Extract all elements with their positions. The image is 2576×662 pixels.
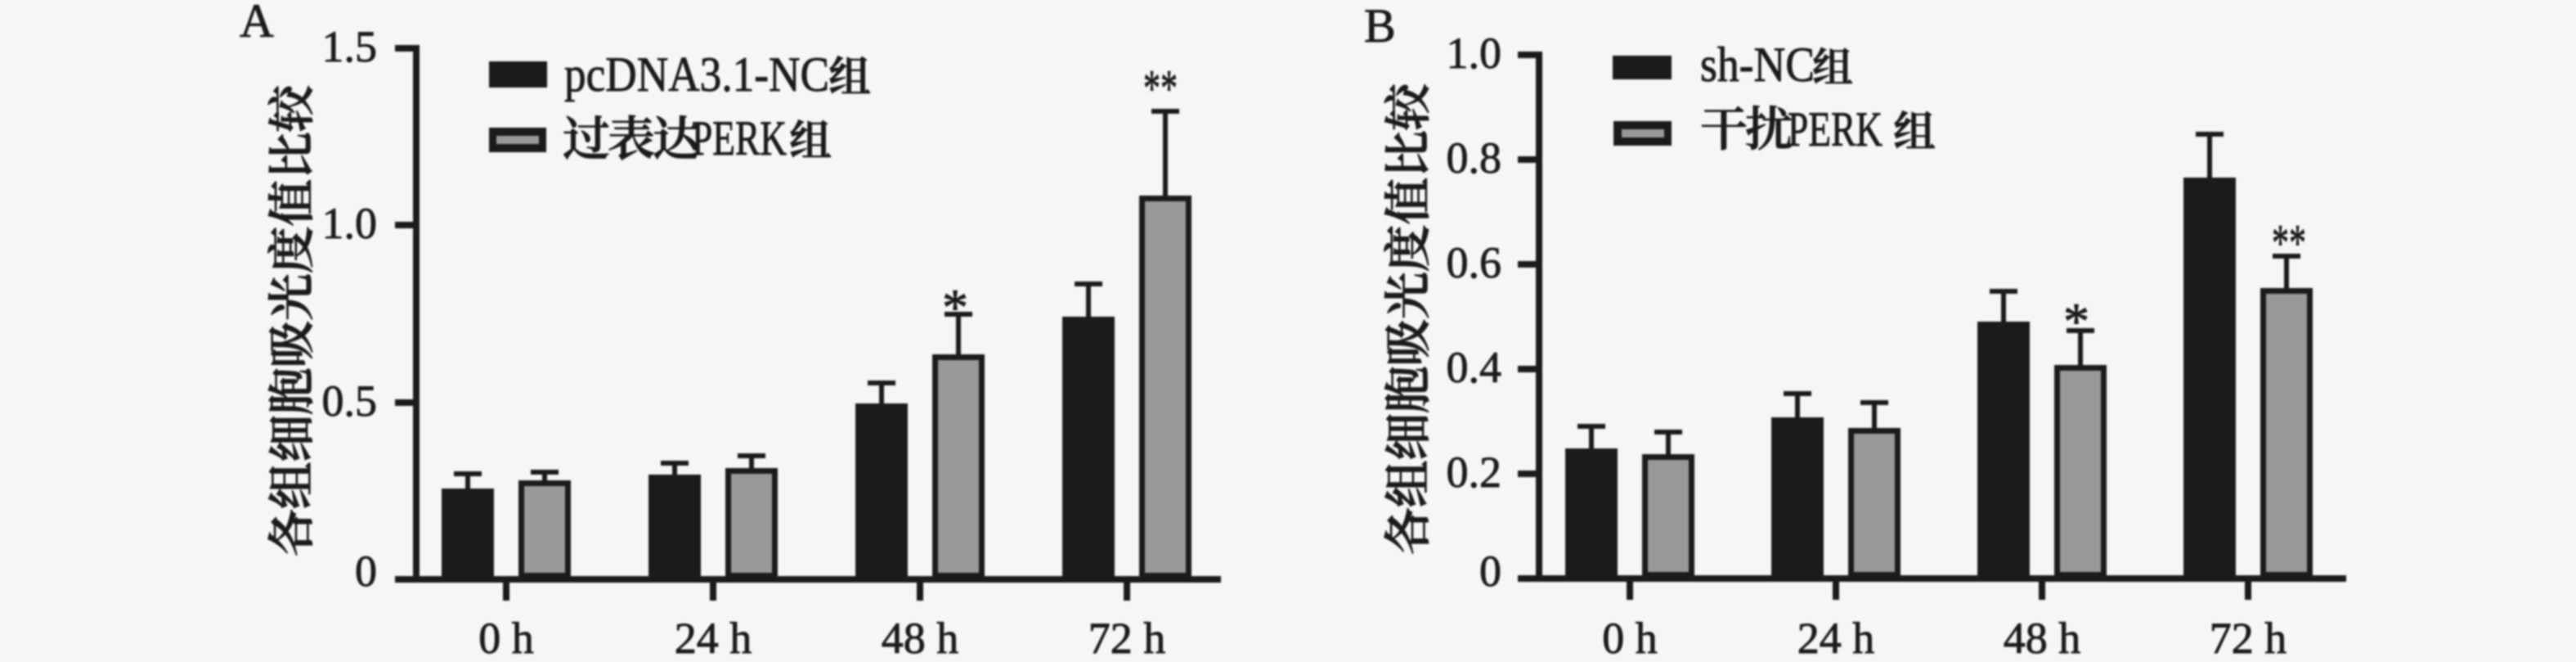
- svg-text:0 h: 0 h: [478, 614, 534, 662]
- svg-text:0.6: 0.6: [1447, 238, 1502, 287]
- svg-text:0.2: 0.2: [1447, 448, 1502, 497]
- svg-text:0.5: 0.5: [322, 376, 378, 426]
- svg-text:48 h: 48 h: [2004, 614, 2081, 662]
- svg-text:0: 0: [355, 547, 377, 596]
- svg-text:**: **: [1143, 59, 1178, 117]
- svg-text:*: *: [2063, 292, 2089, 350]
- svg-text:PERK: PERK: [692, 111, 787, 165]
- svg-text:0 h: 0 h: [1602, 614, 1658, 662]
- svg-text:72 h: 72 h: [2210, 614, 2287, 662]
- svg-text:PERK: PERK: [1788, 102, 1883, 156]
- svg-text:pcDNA3.1-NC: pcDNA3.1-NC: [564, 47, 829, 101]
- svg-text:sh-NC: sh-NC: [1700, 38, 1815, 92]
- svg-text:24 h: 24 h: [675, 614, 752, 662]
- svg-text:*: *: [942, 278, 968, 336]
- svg-text:24 h: 24 h: [1797, 614, 1875, 662]
- svg-text:0.4: 0.4: [1447, 343, 1502, 392]
- svg-text:0.8: 0.8: [1447, 133, 1502, 182]
- svg-text:1.0: 1.0: [1447, 29, 1502, 78]
- svg-text:1.0: 1.0: [322, 199, 378, 248]
- svg-text:1.5: 1.5: [322, 22, 378, 71]
- svg-text:48 h: 48 h: [882, 614, 959, 662]
- svg-text:**: **: [2272, 214, 2306, 272]
- svg-text:A: A: [240, 0, 274, 47]
- svg-text:0: 0: [1479, 547, 1501, 596]
- svg-text:72 h: 72 h: [1088, 614, 1166, 662]
- svg-text:B: B: [1364, 0, 1396, 52]
